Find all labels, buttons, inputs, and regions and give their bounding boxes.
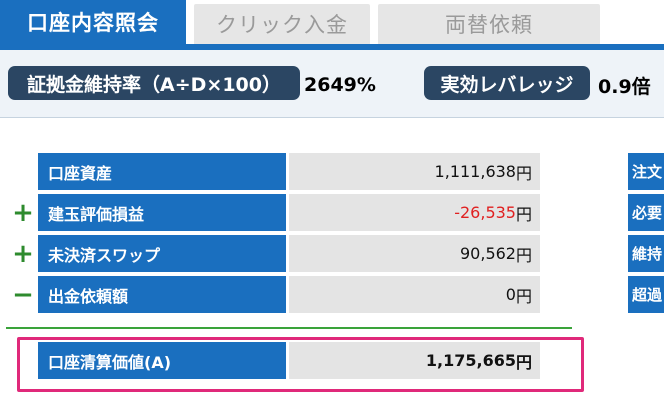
tab-exchange-request[interactable]: 両替依頼 [378,4,600,44]
right-table-label: 注文 [628,153,664,190]
unit: 円 [515,163,532,183]
total-amount: 1,175,665 [425,351,516,370]
margin-ratio-value: 2649% [304,74,376,96]
sum-divider [6,327,572,329]
right-table-label: 維持 [628,235,664,272]
ratio-band: 証拠金維持率（A÷D×100） 2649% 実効レバレッジ 0.9倍 [0,50,664,118]
total-label: 口座清算価値(A) [38,342,286,379]
unit: 円 [515,286,532,306]
row-label: 建玉評価損益 [38,194,286,231]
table-row-assets: 口座資産 1,111,638 円 注文 [0,153,664,190]
right-table-label: 超過 [628,276,664,313]
plus-sign: + [12,238,34,269]
row-sign [12,153,34,190]
tab-account-inquiry[interactable]: 口座内容照会 [0,0,186,44]
leverage-value: 0.9倍 [598,75,651,98]
amount: 90,562 [460,244,516,263]
right-table-label: 必要 [628,194,664,231]
unit: 円 [515,204,532,224]
row-value: -26,535 円 [289,194,540,231]
total-value: 1,175,665 円 [289,342,540,379]
tab-bar: 口座内容照会 クリック入金 両替依頼 [0,0,664,44]
table-row-unrealized-pl: + 建玉評価損益 -26,535 円 必要 [0,194,664,231]
amount: 0 [505,285,516,304]
minus-sign: − [12,279,34,310]
row-label: 口座資産 [38,153,286,190]
table-row-swap: + 未決済スワップ 90,562 円 維持 [0,235,664,272]
row-label: 出金依頼額 [38,276,286,313]
amount: -26,535 [454,203,516,222]
row-value: 1,111,638 円 [289,153,540,190]
unit: 円 [515,352,532,372]
tab-click-deposit[interactable]: クリック入金 [194,4,370,44]
row-label: 未決済スワップ [38,235,286,272]
table-row-liquidation-value: 口座清算価値(A) 1,175,665 円 [0,342,664,379]
row-value: 90,562 円 [289,235,540,272]
amount: 1,111,638 [434,162,516,181]
tab-underline [0,44,664,50]
plus-sign: + [12,197,34,228]
leverage-label: 実効レバレッジ [424,66,590,100]
unit: 円 [515,245,532,265]
margin-ratio-label: 証拠金維持率（A÷D×100） [8,66,300,100]
highlight-box [17,337,584,392]
